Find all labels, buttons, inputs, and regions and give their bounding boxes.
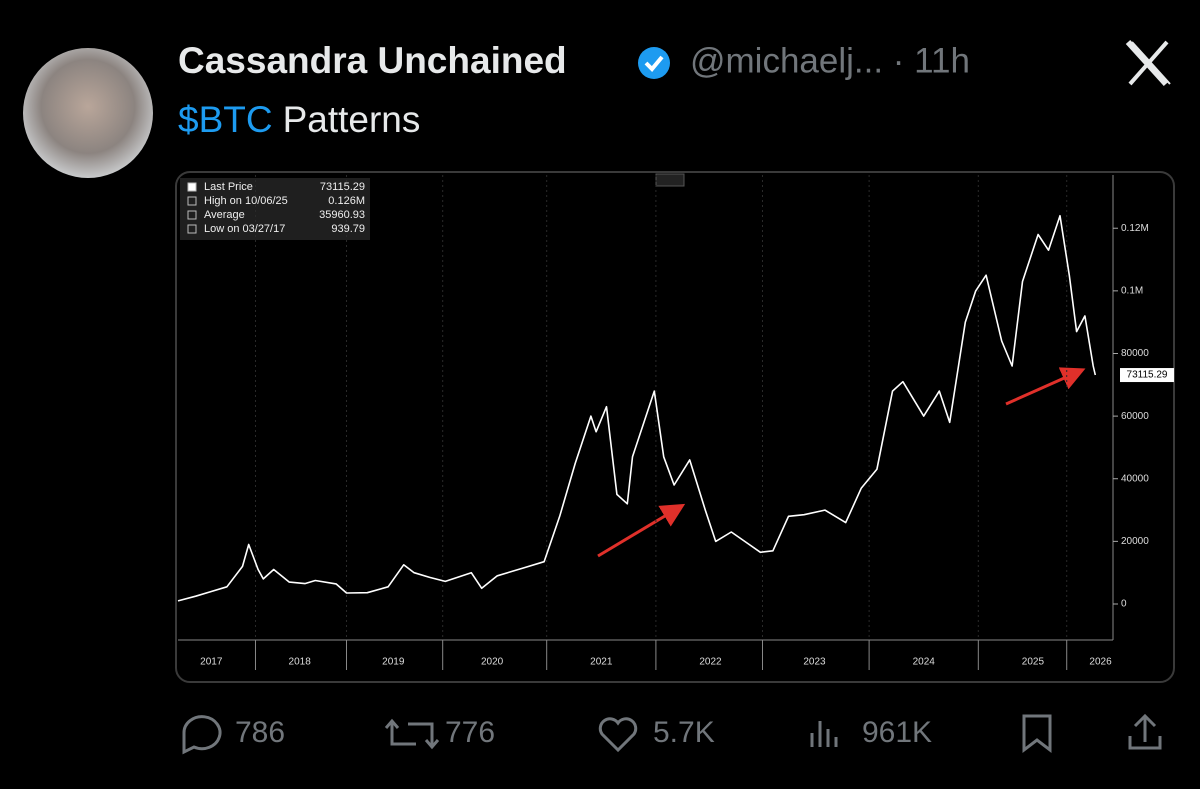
annotation-arrow xyxy=(1005,367,1086,406)
post-body: Patterns xyxy=(283,99,421,140)
x-logo[interactable] xyxy=(1125,39,1171,87)
legend-label: High on 10/06/25 xyxy=(204,195,288,207)
view-count[interactable]: 961K xyxy=(862,716,932,749)
share-icon[interactable] xyxy=(1128,713,1162,750)
y-tick-label: 0.1M xyxy=(1121,285,1143,296)
x-tick-label: 2018 xyxy=(289,657,312,668)
x-tick-label: 2020 xyxy=(481,657,504,668)
x-tick-label: 2024 xyxy=(913,657,936,668)
author-name[interactable]: Cassandra Unchained xyxy=(178,40,567,81)
post-text: $BTC Patterns xyxy=(178,99,420,140)
legend-label: Last Price xyxy=(204,181,253,193)
like-icon[interactable] xyxy=(598,717,638,753)
legend-icon xyxy=(187,210,197,220)
legend-icon xyxy=(187,224,197,234)
legend-value: 73115.29 xyxy=(320,181,365,193)
reply-count[interactable]: 786 xyxy=(235,716,285,749)
cashtag[interactable]: $BTC xyxy=(178,99,273,140)
legend-box xyxy=(180,178,370,240)
legend-value: 35960.93 xyxy=(319,209,365,221)
legend-icon xyxy=(187,182,197,192)
verified-badge xyxy=(638,47,670,79)
last-price-label: 73115.29 xyxy=(1127,370,1168,381)
x-tick-label: 2025 xyxy=(1022,657,1045,668)
y-tick-label: 40000 xyxy=(1121,473,1149,484)
price-line xyxy=(177,214,1097,602)
annotation-arrow xyxy=(597,503,686,558)
avatar[interactable] xyxy=(23,48,153,178)
x-tick-label: 2023 xyxy=(803,657,826,668)
y-tick-label: 80000 xyxy=(1121,348,1149,359)
x-tick-label: 2021 xyxy=(590,657,613,668)
bookmark-icon[interactable] xyxy=(1022,714,1052,754)
legend-label: Average xyxy=(204,209,245,221)
repost-count[interactable]: 776 xyxy=(445,716,495,749)
x-tick-label: 2019 xyxy=(382,657,405,668)
like-count[interactable]: 5.7K xyxy=(653,716,715,749)
legend-icon xyxy=(187,196,197,206)
views-icon[interactable] xyxy=(810,721,838,747)
chart-frame xyxy=(175,171,1175,683)
actions xyxy=(182,713,1162,755)
last-price-tag xyxy=(1120,368,1174,383)
handle-time[interactable]: @michaelj... · 11h xyxy=(690,41,970,80)
legend-label: Low on 03/27/17 xyxy=(204,223,285,235)
x-tick-label: 2022 xyxy=(699,657,722,668)
x-tick-label: 2017 xyxy=(200,657,223,668)
toolbar-icon xyxy=(655,173,685,187)
reply-icon[interactable] xyxy=(182,715,222,755)
repost-icon[interactable] xyxy=(384,718,440,750)
y-tick-label: 60000 xyxy=(1121,411,1149,422)
y-tick-label: 0.12M xyxy=(1121,223,1149,234)
legend-value: 0.126M xyxy=(328,195,365,207)
legend-value: 939.79 xyxy=(331,223,365,235)
x-tick-label: 2026 xyxy=(1089,657,1112,668)
y-tick-label: 0 xyxy=(1121,599,1127,610)
y-tick-label: 20000 xyxy=(1121,536,1149,547)
chart-image[interactable]: 2017 2018 2019 2020 2021 2022 2023 2024 2025 2026… xyxy=(175,171,1175,683)
